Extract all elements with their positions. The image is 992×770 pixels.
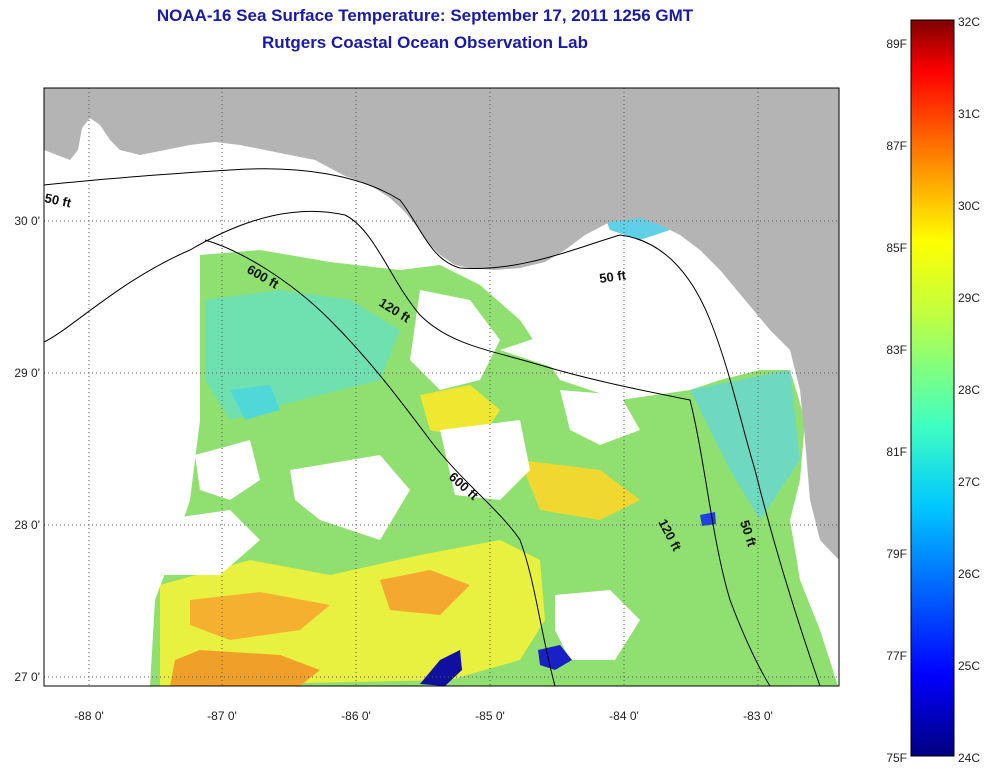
- colorbar-fahrenheit-label: 77F: [886, 649, 907, 663]
- latitude-tick-label: 28 0': [14, 518, 40, 532]
- cloud-mask: [410, 290, 500, 390]
- colorbar-fahrenheit-label: 87F: [886, 139, 907, 153]
- latitude-tick-label: 30 0': [14, 214, 40, 228]
- graticule: [44, 88, 839, 686]
- sst-cold-spot: [420, 650, 462, 686]
- colorbar-fahrenheit-label: 75F: [886, 751, 907, 765]
- contour-120ft: [44, 210, 771, 686]
- longitude-tick-label: -83 0': [743, 709, 773, 723]
- colorbar-celsius-label: 25C: [958, 659, 980, 673]
- colorbar-celsius-label: 27C: [958, 475, 980, 489]
- longitude-tick-label: -86 0': [341, 709, 371, 723]
- colorbar-fahrenheit-label: 83F: [886, 343, 907, 357]
- colorbar-fahrenheit-label: 79F: [886, 547, 907, 561]
- sst-hot-area: [190, 592, 330, 640]
- cloud-mask: [440, 420, 530, 500]
- sst-hot-area: [170, 650, 320, 686]
- colorbar-celsius-label: 29C: [958, 291, 980, 305]
- cloud-mask: [195, 440, 260, 500]
- contour-label: 50 ft: [598, 267, 627, 286]
- cloud-mask: [560, 390, 640, 445]
- colorbar-fahrenheit-label: 85F: [886, 241, 907, 255]
- cloud-mask: [555, 590, 640, 660]
- sst-warm-area: [160, 540, 545, 686]
- colorbar-celsius-label: 24C: [958, 751, 980, 765]
- longitude-tick-label: -88 0': [74, 709, 104, 723]
- longitude-tick-label: -87 0': [207, 709, 237, 723]
- cloud-mask: [500, 300, 740, 385]
- contour-label: 50 ft: [43, 190, 73, 210]
- cloud-mask: [290, 455, 410, 540]
- cloud-mask: [160, 510, 260, 575]
- sst-hot-area: [380, 570, 470, 615]
- depth-contours: [44, 168, 821, 686]
- colorbar: [910, 19, 955, 757]
- colorbar-celsius-label: 32C: [958, 15, 980, 29]
- latitude-tick-label: 29 0': [14, 366, 40, 380]
- colorbar-celsius-label: 26C: [958, 567, 980, 581]
- longitude-tick-label: -84 0': [609, 709, 639, 723]
- colorbar-fahrenheit-label: 89F: [886, 37, 907, 51]
- colorbar-celsius-label: 31C: [958, 107, 980, 121]
- contour-600ft: [204, 239, 556, 686]
- colorbar-fahrenheit-label: 81F: [886, 445, 907, 459]
- colorbar-celsius-label: 30C: [958, 199, 980, 213]
- sst-cool-area: [690, 370, 800, 520]
- latitude-tick-label: 27 0': [14, 670, 40, 684]
- map-title: NOAA-16 Sea Surface Temperature: Septemb…: [156, 6, 694, 25]
- sst-warm-area: [520, 460, 640, 520]
- longitude-tick-label: -85 0': [475, 709, 505, 723]
- sst-cool-area: [230, 385, 280, 420]
- colorbar-celsius-label: 28C: [958, 383, 980, 397]
- plot-frame: [43, 87, 840, 687]
- contour-50ft: [44, 168, 821, 686]
- land-area: [44, 88, 839, 560]
- map-subtitle: Rutgers Coastal Ocean Observation Lab: [262, 33, 588, 52]
